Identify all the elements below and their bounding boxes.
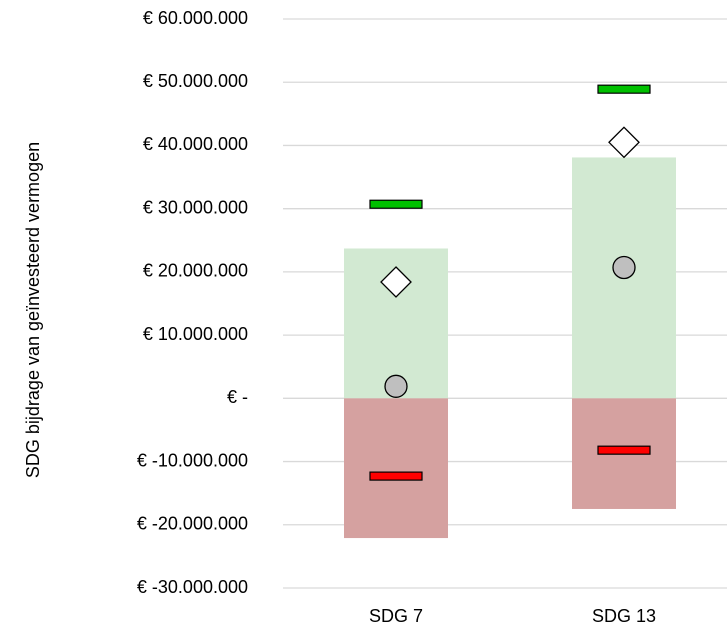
y-tick-label: € -30.000.000 xyxy=(137,577,248,597)
y-tick-label: € -10.000.000 xyxy=(137,450,248,470)
diamond-marker xyxy=(608,126,640,159)
diamond-marker xyxy=(380,266,412,298)
circle-marker xyxy=(384,374,408,398)
dash-marker xyxy=(597,84,651,94)
y-tick-label: € -20.000.000 xyxy=(137,514,248,534)
dash-marker xyxy=(369,199,423,209)
y-tick-label: € 60.000.000 xyxy=(143,8,248,28)
y-axis-label: SDG bijdrage van geïnvesteerd vermogen xyxy=(23,142,43,478)
y-tick-label: € 10.000.000 xyxy=(143,324,248,344)
bar xyxy=(344,398,448,539)
y-tick-label: € 20.000.000 xyxy=(143,261,248,281)
x-tick-label: SDG 13 xyxy=(592,606,656,626)
y-tick-label: € - xyxy=(227,387,248,407)
y-tick-label: € 30.000.000 xyxy=(143,197,248,217)
dash-marker xyxy=(597,445,651,455)
y-tick-label: € 50.000.000 xyxy=(143,71,248,91)
dash-marker xyxy=(369,471,423,481)
x-tick-label: SDG 7 xyxy=(369,606,423,626)
circle-marker xyxy=(612,255,636,280)
y-tick-label: € 40.000.000 xyxy=(143,134,248,154)
